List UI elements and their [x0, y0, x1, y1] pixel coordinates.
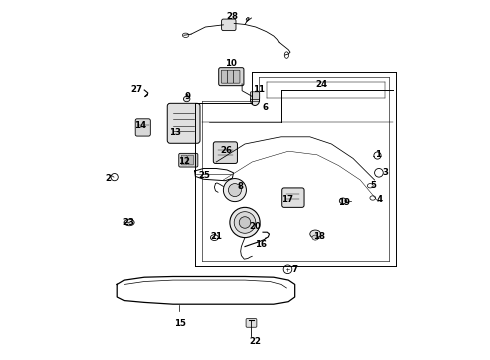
Text: 6: 6	[263, 103, 269, 112]
FancyBboxPatch shape	[188, 155, 194, 165]
Circle shape	[239, 217, 251, 228]
FancyBboxPatch shape	[135, 119, 150, 136]
Ellipse shape	[310, 230, 320, 238]
Text: 8: 8	[238, 182, 244, 192]
Text: 17: 17	[281, 195, 293, 204]
Circle shape	[228, 184, 242, 197]
FancyBboxPatch shape	[221, 19, 236, 31]
FancyBboxPatch shape	[227, 70, 234, 83]
Text: 7: 7	[291, 265, 297, 274]
FancyBboxPatch shape	[282, 188, 304, 207]
Ellipse shape	[183, 96, 190, 102]
Text: 1: 1	[375, 150, 381, 159]
Text: 25: 25	[199, 171, 211, 180]
FancyBboxPatch shape	[250, 92, 260, 99]
FancyBboxPatch shape	[181, 155, 187, 165]
Text: 5: 5	[370, 181, 376, 190]
FancyBboxPatch shape	[179, 153, 198, 167]
Circle shape	[223, 179, 246, 202]
Text: 10: 10	[224, 58, 237, 68]
Text: 28: 28	[226, 12, 239, 21]
FancyBboxPatch shape	[219, 68, 244, 86]
Text: 16: 16	[255, 240, 267, 249]
Circle shape	[234, 212, 256, 233]
Ellipse shape	[124, 219, 134, 226]
Text: 14: 14	[134, 122, 146, 130]
Text: 11: 11	[253, 85, 265, 94]
FancyBboxPatch shape	[213, 142, 238, 163]
Text: 23: 23	[122, 218, 134, 227]
FancyBboxPatch shape	[246, 319, 257, 327]
Text: 26: 26	[220, 146, 232, 155]
Text: 18: 18	[313, 233, 325, 242]
Text: 2: 2	[105, 174, 111, 183]
Text: 24: 24	[315, 80, 327, 89]
Text: 27: 27	[130, 85, 142, 94]
Ellipse shape	[250, 95, 260, 105]
Text: 4: 4	[376, 195, 382, 204]
Text: 22: 22	[249, 338, 261, 346]
Text: 13: 13	[169, 128, 181, 137]
Text: 12: 12	[178, 157, 190, 166]
Text: 3: 3	[382, 167, 389, 176]
Circle shape	[230, 207, 260, 238]
Text: 15: 15	[174, 320, 186, 328]
Text: 21: 21	[210, 233, 222, 242]
Ellipse shape	[339, 198, 346, 204]
Ellipse shape	[312, 235, 318, 240]
Text: 9: 9	[184, 92, 191, 101]
FancyBboxPatch shape	[233, 70, 240, 83]
Text: 20: 20	[250, 222, 262, 231]
FancyBboxPatch shape	[167, 103, 200, 143]
Text: 19: 19	[338, 198, 350, 207]
FancyBboxPatch shape	[221, 70, 228, 83]
